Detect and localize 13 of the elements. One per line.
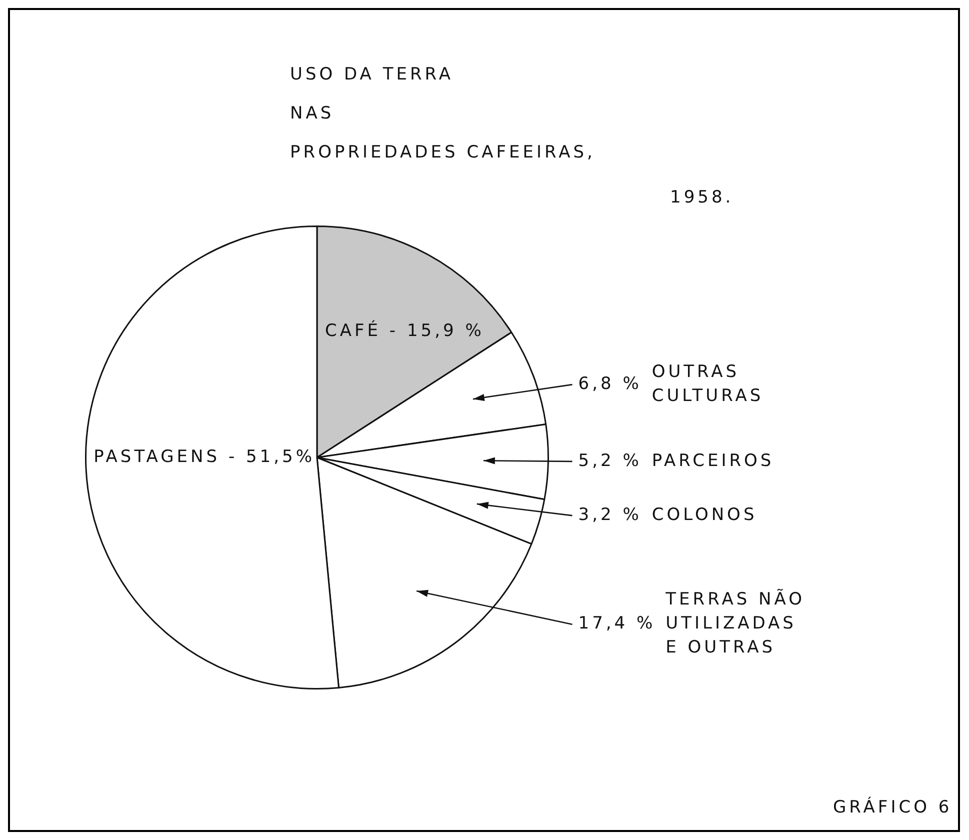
data-label: 17,4 % <box>578 614 656 634</box>
slice-label: PASTAGENS - 51,5% <box>94 446 315 467</box>
chart-subtitle: 1958. <box>670 187 734 208</box>
slice-label: COLONOS <box>652 504 758 525</box>
slice-label: OUTRAS CULTURAS <box>652 362 764 406</box>
data-label: 3,2 % <box>578 504 642 525</box>
data-label: 5,2 % <box>578 450 642 471</box>
chart-title: USO DA TERRA NAS PROPRIEDADES CAFEEIRAS, <box>290 64 596 162</box>
slice-label: TERRAS NÃO UTILIZADAS E OUTRAS <box>664 588 805 658</box>
slice-label: PARCEIROS <box>652 450 774 471</box>
data-label: 6,8 % <box>578 374 642 394</box>
text: GRÁFICO 6 <box>833 796 952 818</box>
slice-label: CAFÉ - 15,9 % <box>325 320 484 342</box>
